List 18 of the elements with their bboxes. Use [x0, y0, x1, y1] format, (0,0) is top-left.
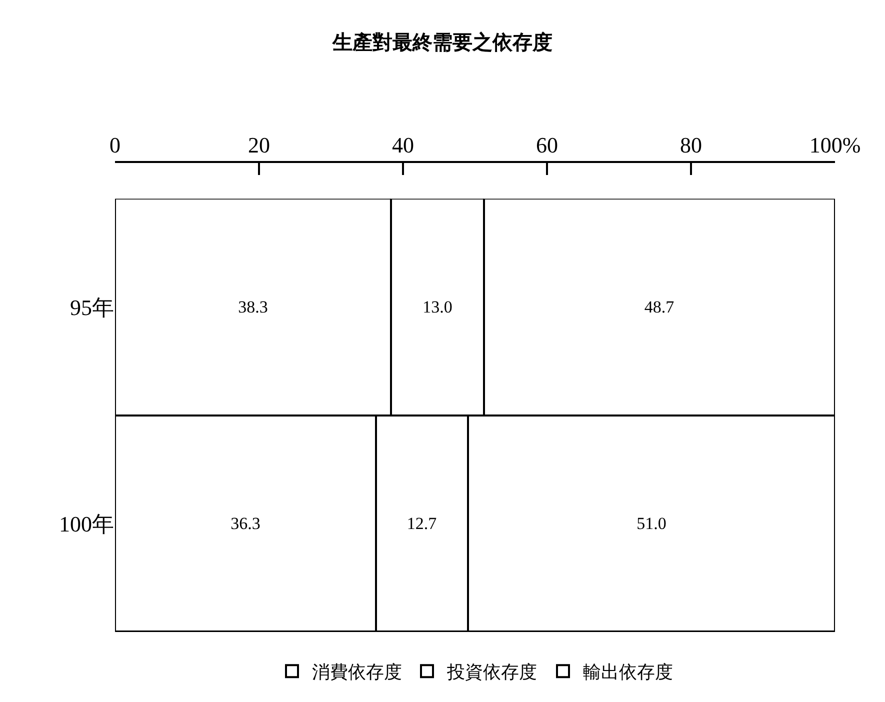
legend-label: 投資依存度 [446, 662, 537, 684]
x-tick-label: 40 [392, 132, 414, 158]
x-tick-label: 100% [809, 132, 861, 158]
data-label: 12.7 [406, 514, 438, 534]
data-label: 36.3 [230, 514, 260, 534]
x-tick-label: 20 [248, 132, 270, 158]
data-label: 13.0 [422, 298, 452, 317]
legend-label: 消費依存度 [312, 662, 402, 684]
x-tick-label: 80 [680, 132, 702, 158]
x-tick-label: 0 [110, 132, 120, 158]
legend-label: 輸出依存度 [583, 662, 673, 684]
data-label: 51.0 [636, 514, 666, 534]
x-tick-label: 60 [536, 132, 558, 158]
y-tick-label: 100年 [59, 511, 114, 536]
data-label: 38.3 [238, 298, 268, 317]
data-label: 48.7 [644, 298, 675, 317]
y-tick-label: 95年 [70, 294, 114, 320]
chart-title: 生產對最終需要之依存度 [332, 30, 552, 54]
